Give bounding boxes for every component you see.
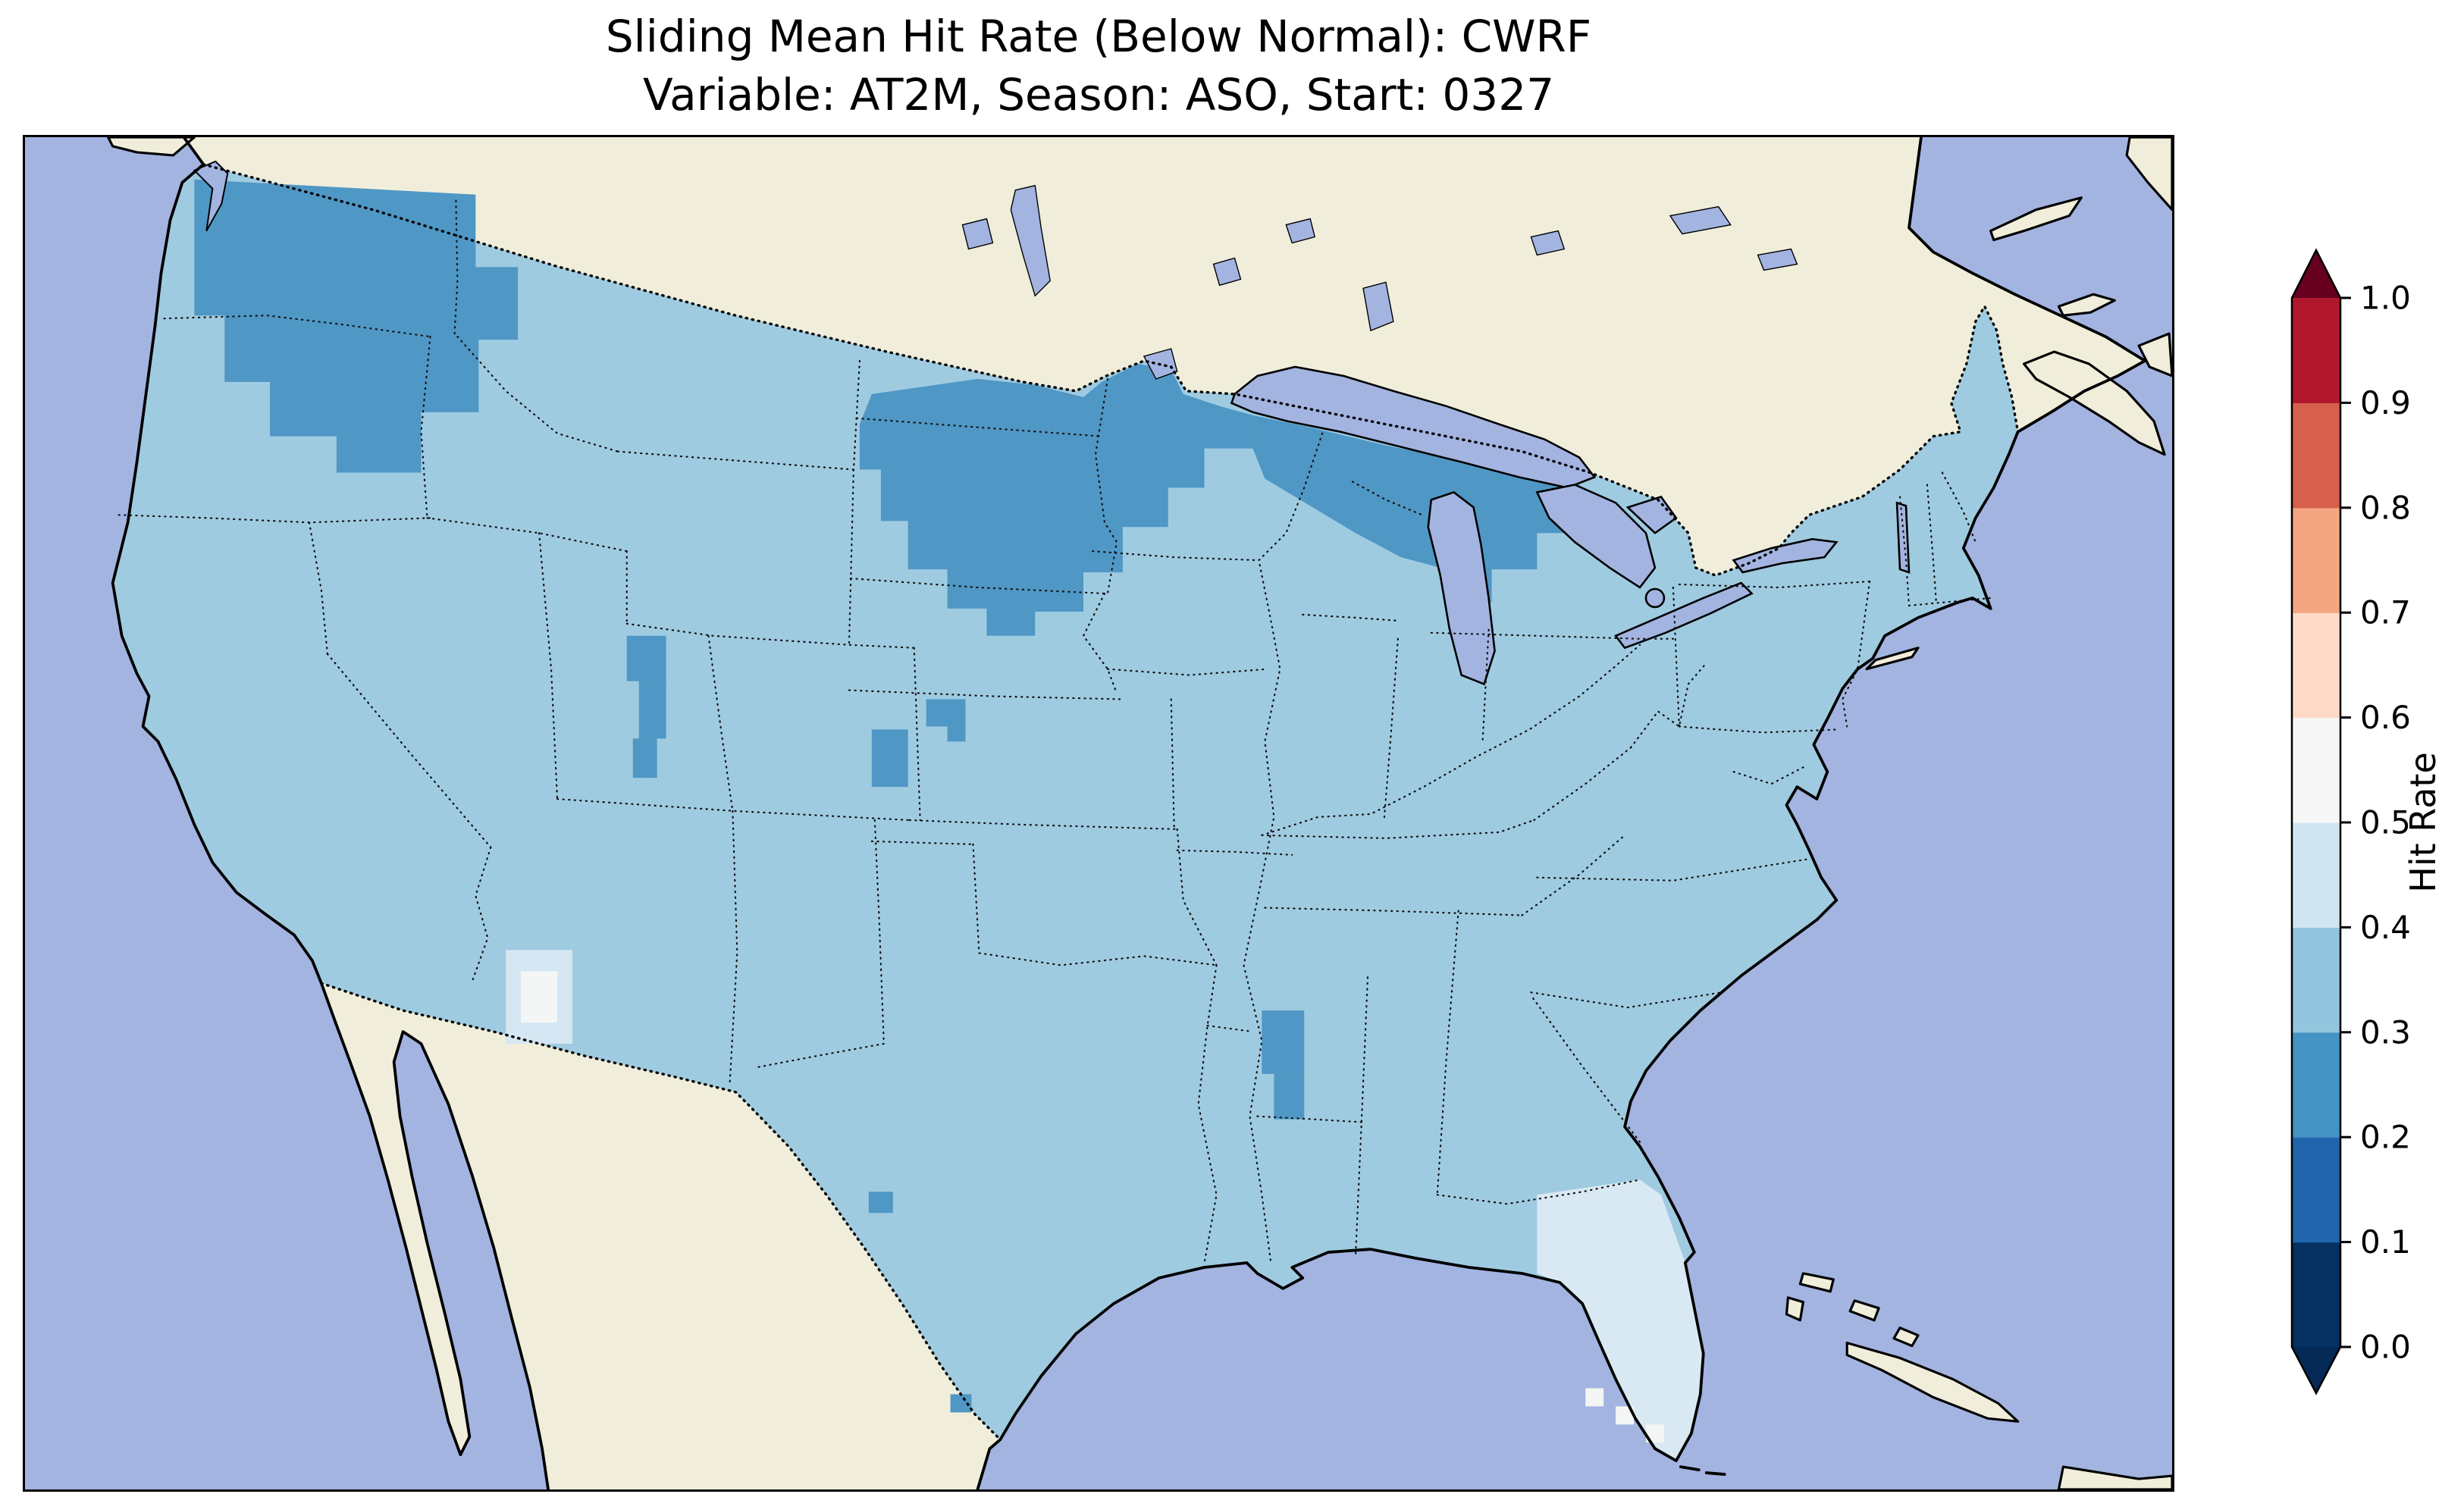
patch-utah — [626, 635, 666, 681]
colorbar-tick-label: 0.3 — [2360, 1013, 2411, 1051]
great-lakes — [1230, 365, 1911, 686]
cuba — [1845, 1342, 2020, 1423]
canadian-lakes — [961, 184, 1798, 380]
colorbar-bin — [2292, 1032, 2340, 1138]
pacific-mexico-coast — [111, 137, 550, 1489]
prince-edward-island — [2057, 293, 2116, 317]
bahamas-island — [1892, 1326, 1920, 1348]
lake-michigan — [1427, 490, 1496, 686]
colorbar-tick-label: 0.2 — [2360, 1119, 2411, 1156]
lake-manitoba — [961, 218, 994, 250]
colorbar-over-arrow — [2292, 250, 2340, 298]
patch-utah — [638, 681, 666, 739]
map-panel — [23, 135, 2174, 1492]
colorbar: Hit Rate 1.0 0.9 0.8 0.7 0.6 0.5 0.4 0.3 0.2 0.1 0… — [2259, 227, 2464, 1440]
colorbar-tick-label: 0.9 — [2360, 384, 2411, 421]
patch-dakotas-minnesota — [859, 363, 1253, 636]
chart-title: Sliding Mean Hit Rate (Below Normal): CW… — [23, 8, 2174, 124]
colorbar-tick-label: 0.5 — [2360, 804, 2411, 841]
colorbar-tick-label: 0.0 — [2360, 1329, 2411, 1366]
colorbar-svg: Hit Rate 1.0 0.9 0.8 0.7 0.6 0.5 0.4 0.3 0.2 0.1 0… — [2290, 248, 2444, 1395]
colorbar-bin — [2292, 298, 2340, 403]
canada-lake — [1212, 257, 1242, 287]
colorbar-bin — [2292, 1242, 2340, 1348]
patch-upper-great-lakes — [1252, 415, 1583, 603]
colorbar-bin — [2292, 507, 2340, 613]
patch-nebraska — [947, 726, 966, 742]
patch-mississippi — [1274, 1073, 1305, 1120]
hit-rate-patches-0.2-0.3 — [194, 179, 1583, 1413]
us-map-svg — [25, 137, 2172, 1489]
puget-sound — [193, 160, 229, 232]
patch-mississippi — [1262, 1010, 1305, 1074]
colorbar-bin — [2292, 402, 2340, 509]
colorbar-bin — [2292, 717, 2340, 823]
patch-florida-white — [1585, 1388, 1604, 1407]
andros-island — [1785, 1296, 1804, 1322]
lake-st-clair — [1644, 587, 1666, 609]
lake-erie — [1614, 581, 1754, 650]
nova-scotia — [2022, 350, 2166, 456]
bahamas-island — [1798, 1272, 1835, 1293]
lake-huron — [1535, 484, 1657, 589]
patch-florida-peninsula — [1537, 1179, 1704, 1461]
patch-florida-white — [1616, 1406, 1635, 1425]
colorbar-label: Hit Rate — [2403, 752, 2444, 893]
hit-rate-patches-pale — [506, 950, 1704, 1461]
lake-nipigon — [1362, 281, 1394, 332]
colorbar-tick-label: 0.6 — [2360, 699, 2411, 736]
islands — [107, 137, 2172, 1489]
long-island — [1865, 647, 1920, 671]
hispaniola — [2057, 1465, 2172, 1489]
us-canada-border — [202, 163, 2020, 577]
colorbar-bin — [2292, 612, 2340, 719]
canada-lake — [1757, 248, 1798, 271]
patch-pacific-northwest — [194, 179, 519, 473]
colorbar-tick-label: 0.4 — [2360, 909, 2411, 946]
colorbar-tick-label: 1.0 — [2360, 280, 2411, 317]
lake-winnipeg — [1010, 184, 1051, 297]
vancouver-island — [107, 137, 196, 157]
chart-title-line1: Sliding Mean Hit Rate (Below Normal): CW… — [605, 11, 1592, 62]
lake-superior — [1230, 365, 1597, 489]
colorbar-tick-label: 0.8 — [2360, 489, 2411, 526]
patch-arizona-white — [521, 971, 558, 1023]
patch-nebraska — [926, 699, 966, 727]
colorbar-under-arrow — [2292, 1347, 2340, 1393]
colorbar-tick-label: 0.7 — [2360, 594, 2411, 631]
gulf-atlantic-coast — [976, 359, 2146, 1489]
anticosti-island — [1989, 196, 2083, 242]
patch-nebraska-colorado — [871, 729, 908, 788]
international-borders — [202, 163, 2020, 1441]
lake-ontario — [1732, 537, 1839, 574]
canada-lake — [1530, 230, 1566, 256]
coastlines — [111, 137, 2146, 1489]
florida-keys — [1679, 1465, 1726, 1476]
colorbar-bin — [2292, 927, 2340, 1033]
colorbar-bin — [2292, 1137, 2340, 1243]
colorbar-tick-label: 0.1 — [2360, 1223, 2411, 1261]
lake-champlain — [1895, 501, 1911, 574]
st-lawrence-coast — [1908, 137, 2146, 362]
state-borders — [118, 199, 1992, 1264]
us-mexico-border — [320, 982, 1002, 1441]
canada-lake — [1669, 205, 1732, 235]
canada-lake — [1285, 218, 1316, 244]
patch-texas-south — [950, 1394, 972, 1413]
newfoundland — [2125, 137, 2172, 211]
patch-texas — [868, 1192, 893, 1214]
patch-utah — [632, 738, 657, 778]
chart-title-line2: Variable: AT2M, Season: ASO, Start: 0327 — [643, 68, 1554, 121]
patch-florida-white — [1645, 1424, 1664, 1443]
colorbar-bin — [2292, 822, 2340, 928]
bahamas-island — [1848, 1299, 1880, 1322]
